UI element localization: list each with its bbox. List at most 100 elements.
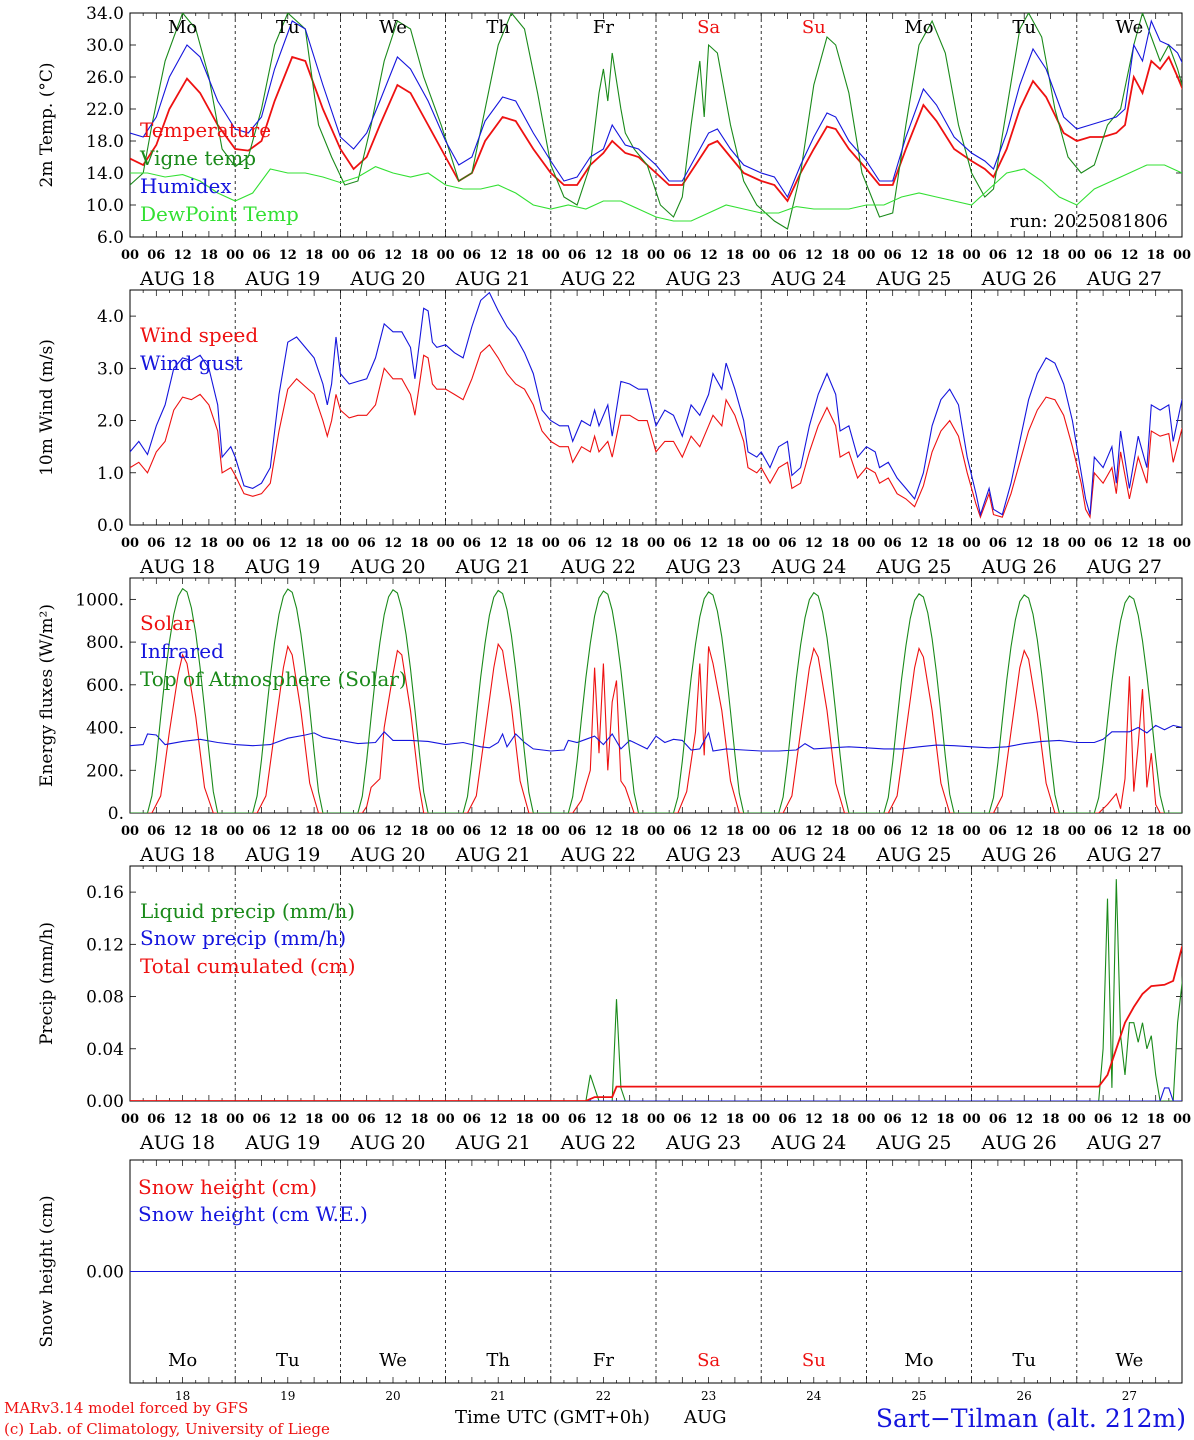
hour-tick-label: 12	[1015, 248, 1033, 263]
panel-5: Snow height (cm)	[37, 1159, 1183, 1384]
date-label: AUG 26	[981, 1132, 1057, 1154]
hour-tick-label: 12	[805, 536, 823, 551]
legend-entry: Snow precip (mm/h)	[140, 926, 346, 950]
hour-tick-label: 06	[778, 248, 796, 263]
hour-tick-label: 18	[936, 1112, 954, 1127]
hour-tick-label: 06	[358, 824, 376, 839]
hour-tick-label: 06	[989, 1112, 1007, 1127]
day-label: Mo	[904, 17, 933, 38]
date-label: AUG 18	[139, 556, 215, 578]
date-label: AUG 21	[455, 1132, 531, 1154]
hour-tick-label: 12	[1015, 1112, 1033, 1127]
hour-tick-label: 18	[831, 248, 849, 263]
date-label: AUG 24	[770, 844, 846, 866]
day-label: Tu	[276, 17, 300, 38]
hour-tick-label: 12	[174, 824, 192, 839]
legend-entry: Humidex	[140, 174, 232, 198]
hour-tick-label: 18	[831, 536, 849, 551]
x-axis-title: Time UTC (GMT+0h)	[455, 1407, 650, 1428]
hour-tick-label: 18	[305, 1112, 323, 1127]
day-number: 23	[701, 1389, 716, 1403]
day-label: Mo	[168, 17, 197, 38]
hour-tick-label: 12	[594, 248, 612, 263]
hour-tick-label: 00	[331, 824, 349, 839]
day-label: Tu	[1012, 17, 1036, 38]
date-label: AUG 24	[770, 1132, 846, 1154]
hour-tick-label: 12	[594, 1112, 612, 1127]
hour-tick-label: 06	[989, 824, 1007, 839]
hour-tick-label: 18	[200, 824, 218, 839]
day-label: Su	[802, 17, 826, 38]
legend-entry: Total cumulated (cm)	[140, 954, 356, 978]
hour-tick-label: 06	[1094, 824, 1112, 839]
day-number: 24	[806, 1389, 822, 1403]
hour-tick-label: 12	[279, 824, 297, 839]
hour-tick-label: 18	[410, 248, 428, 263]
hour-tick-label: 00	[121, 1112, 139, 1127]
panel-1: 2m Temp. (°C)	[37, 12, 1183, 238]
date-label: AUG 21	[455, 268, 531, 290]
series-group	[130, 291, 1182, 520]
hour-tick-label: 12	[384, 248, 402, 263]
day-label: We	[1116, 17, 1144, 38]
hour-tick-label: 18	[621, 536, 639, 551]
hour-tick-label: 00	[963, 248, 981, 263]
hour-tick-label: 06	[252, 248, 270, 263]
hour-tick-label: 06	[778, 1112, 796, 1127]
y-tick-label: 30.0	[86, 36, 124, 56]
day-label: Th	[486, 1350, 510, 1371]
hour-tick-label: 18	[410, 1112, 428, 1127]
date-label: AUG 23	[665, 268, 741, 290]
hour-tick-label: 00	[963, 536, 981, 551]
hour-tick-label: 12	[384, 536, 402, 551]
hour-tick-label: 06	[778, 824, 796, 839]
date-label: AUG 23	[665, 844, 741, 866]
hour-tick-label: 12	[279, 536, 297, 551]
hour-tick-label: 00	[1068, 824, 1086, 839]
hour-tick-label: 00	[647, 536, 665, 551]
hour-tick-label: 18	[200, 1112, 218, 1127]
day-number: 27	[1122, 1389, 1137, 1403]
hour-tick-label: 06	[1094, 536, 1112, 551]
hour-tick-label: 00	[857, 536, 875, 551]
date-label: AUG 20	[349, 1132, 425, 1154]
hour-tick-label: 12	[174, 1112, 192, 1127]
hour-tick-label: 18	[621, 824, 639, 839]
hour-tick-label: 12	[1015, 536, 1033, 551]
y-tick-label: 18.0	[86, 132, 124, 152]
hour-tick-label: 00	[121, 824, 139, 839]
hour-tick-label: 00	[437, 248, 455, 263]
hour-tick-label: 06	[1094, 248, 1112, 263]
hour-tick-label: 12	[910, 248, 928, 263]
y-tick-label: 6.0	[97, 228, 124, 248]
legend-entry: Infrared	[140, 639, 224, 663]
hour-tick-label: 18	[515, 248, 533, 263]
legend-entry: Wind speed	[140, 323, 258, 347]
hour-tick-label: 06	[147, 248, 165, 263]
day-number: 25	[911, 1389, 926, 1403]
hour-tick-label: 00	[647, 248, 665, 263]
date-label: AUG 23	[665, 1132, 741, 1154]
date-label: AUG 20	[349, 844, 425, 866]
hour-tick-label: 12	[700, 248, 718, 263]
date-label: AUG 20	[349, 556, 425, 578]
y-tick-label: 0.04	[86, 1040, 124, 1060]
hour-tick-label: 12	[700, 536, 718, 551]
hour-tick-label: 18	[305, 248, 323, 263]
date-label: AUG 26	[981, 556, 1057, 578]
hour-tick-label: 18	[936, 824, 954, 839]
date-label: AUG 24	[770, 268, 846, 290]
hour-tick-label: 06	[568, 824, 586, 839]
day-label: Sa	[697, 1350, 720, 1371]
date-label: AUG 23	[665, 556, 741, 578]
hour-tick-label: 12	[1120, 824, 1138, 839]
hour-tick-label: 00	[226, 536, 244, 551]
hour-tick-label: 12	[174, 536, 192, 551]
y-axis-title: 10m Wind (m/s)	[37, 339, 57, 476]
hour-tick-label: 18	[1041, 824, 1059, 839]
date-label: AUG 22	[560, 556, 636, 578]
date-label: AUG 25	[875, 844, 951, 866]
day-label: Th	[486, 17, 510, 38]
hour-tick-label: 12	[910, 536, 928, 551]
hour-tick-label: 18	[305, 536, 323, 551]
